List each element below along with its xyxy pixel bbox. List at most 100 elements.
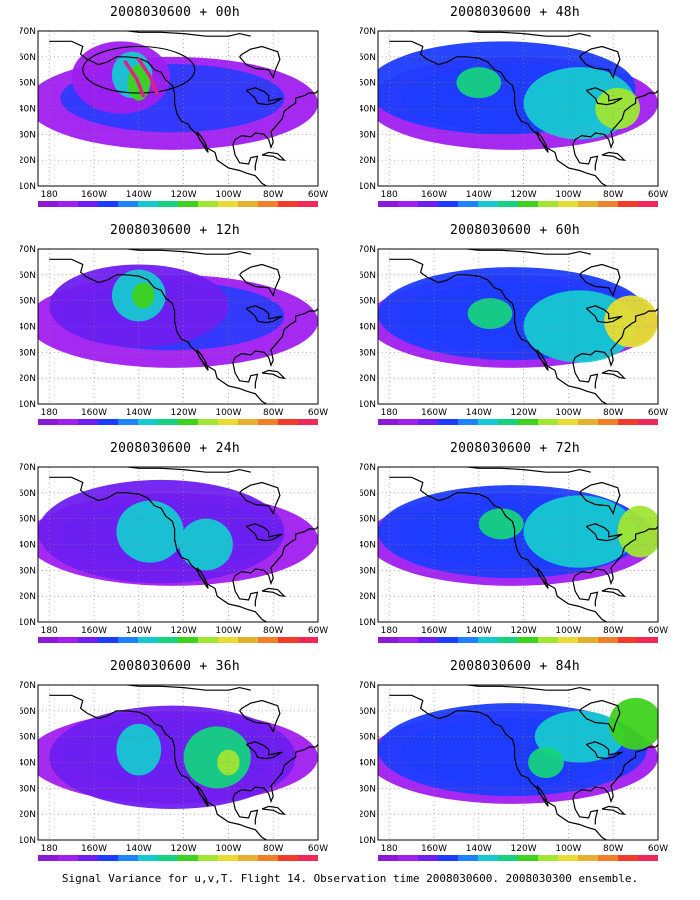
lon-label: 60W: [308, 626, 328, 636]
colorbar-label: 14: [234, 863, 243, 864]
colorbar-label: 21: [594, 863, 603, 864]
coastline: [572, 526, 658, 586]
colorbar-label: 29: [274, 427, 283, 428]
lat-label: 20N: [20, 810, 36, 820]
map-svg: 70N 60N 50N 40N 30N 20N 10N 180 160W 140W 120W 100W…: [20, 245, 328, 428]
colorbar-swatch: [198, 201, 218, 207]
lon-label: 100W: [555, 190, 581, 200]
colorbar-label: 3.1: [92, 863, 103, 864]
map-frame: [377, 684, 659, 841]
signal-blob: [608, 697, 658, 750]
lon-label: 180: [381, 626, 398, 636]
coastline: [572, 144, 599, 171]
colorbar-swatch: [498, 201, 518, 207]
colorbar-swatch: [118, 419, 138, 425]
colorbar-label: 6.3: [152, 863, 163, 864]
map-svg: 70N 60N 50N 40N 30N 20N 10N 180 160W 140W 120W 100W…: [360, 681, 668, 864]
colorbar-swatch: [178, 419, 198, 425]
colorbar-label: 11: [214, 645, 223, 646]
coastline: [411, 685, 591, 691]
colorbar-swatch: [598, 419, 618, 425]
colorbar-swatch: [218, 855, 238, 861]
lat-label: 30N: [20, 566, 36, 576]
colorbar-swatch: [538, 201, 558, 207]
colorbar-label: 9: [536, 863, 540, 864]
lon-label: 140W: [126, 408, 152, 418]
colorbar-label: 40: [294, 645, 303, 646]
colorbar-label: 14: [234, 645, 243, 646]
colorbar-label: 6.3: [152, 209, 163, 210]
colorbar-swatch: [538, 855, 558, 861]
colorbar-swatch: [418, 637, 438, 643]
colorbar-label: 21: [254, 863, 263, 864]
colorbar-label: 7.5: [172, 427, 183, 428]
panel-title: 2008030600 + 12h: [109, 223, 241, 238]
lat-label: 10N: [360, 836, 376, 846]
colorbar-label: 3.1: [432, 645, 443, 646]
coastline: [245, 305, 283, 324]
colorbar-label: 3.1: [432, 209, 443, 210]
colorbar-swatch: [238, 419, 258, 425]
lat-label: 50N: [360, 79, 376, 89]
colorbar-swatch: [378, 419, 398, 425]
coastline: [261, 151, 287, 161]
lat-label: 40N: [20, 759, 36, 769]
colorbar-swatch: [138, 855, 158, 861]
colorbar-label: 2.2: [412, 209, 423, 210]
colorbar-swatch: [138, 637, 158, 643]
colorbar-swatch: [78, 419, 98, 425]
colorbar-label: 3.1: [432, 863, 443, 864]
colorbar-swatch: [618, 419, 638, 425]
colorbar-swatch: [118, 201, 138, 207]
colorbar-label: 21: [594, 209, 603, 210]
colorbar-swatch: [58, 419, 78, 425]
colorbar-swatch: [38, 201, 58, 207]
colorbar-swatch: [518, 419, 538, 425]
colorbar-swatch: [578, 419, 598, 425]
colorbar-swatch: [58, 201, 78, 207]
coastline: [579, 45, 621, 80]
colorbar-label: 9: [196, 863, 200, 864]
colorbar-swatch: [618, 637, 638, 643]
lat-label: 50N: [360, 297, 376, 307]
colorbar-swatch: [238, 637, 258, 643]
signal-blob: [595, 87, 641, 130]
signal-blob: [478, 508, 524, 540]
map-frame: [37, 30, 319, 187]
signal-blob: [217, 749, 240, 776]
colorbar-swatch: [238, 201, 258, 207]
colorbar-swatch: [118, 637, 138, 643]
lat-label: 40N: [360, 105, 376, 115]
colorbar-label: 1.6: [52, 209, 64, 210]
coastline: [49, 258, 285, 404]
map-frame: [37, 248, 319, 405]
colorbar-swatch: [218, 637, 238, 643]
colorbar-swatch: [638, 419, 658, 425]
colorbar-label: 40: [634, 209, 643, 210]
coastline: [232, 90, 318, 150]
colorbar-swatch: [138, 201, 158, 207]
colorbar-label: 6.3: [492, 863, 503, 864]
colorbar-swatch: [618, 201, 638, 207]
colorbar-swatch: [558, 201, 578, 207]
colorbar-swatch: [98, 201, 118, 207]
colorbar-swatch: [558, 855, 578, 861]
colorbar-label: 29: [274, 863, 283, 864]
colorbar-label: 29: [614, 645, 623, 646]
colorbar-swatch: [278, 855, 298, 861]
lat-label: 40N: [360, 541, 376, 551]
lon-label: 160W: [81, 190, 107, 200]
coastline: [261, 369, 287, 379]
lat-label: 60N: [20, 53, 36, 63]
panel-6: 2008030600 + 36h 70N 60N 50N 40N 30N 20N 10N 18…: [20, 659, 330, 864]
colorbar-swatch: [158, 419, 178, 425]
colorbar-label: 7.5: [512, 427, 523, 428]
colorbar-label: 5.1: [132, 427, 143, 428]
colorbar-swatch: [278, 637, 298, 643]
colorbar-label: 21: [254, 209, 263, 210]
lon-label: 140W: [126, 844, 152, 854]
target-ellipse: [82, 45, 196, 94]
lon-label: 60W: [308, 408, 328, 418]
signal-blob: [183, 726, 251, 789]
colorbar-swatch: [258, 855, 278, 861]
